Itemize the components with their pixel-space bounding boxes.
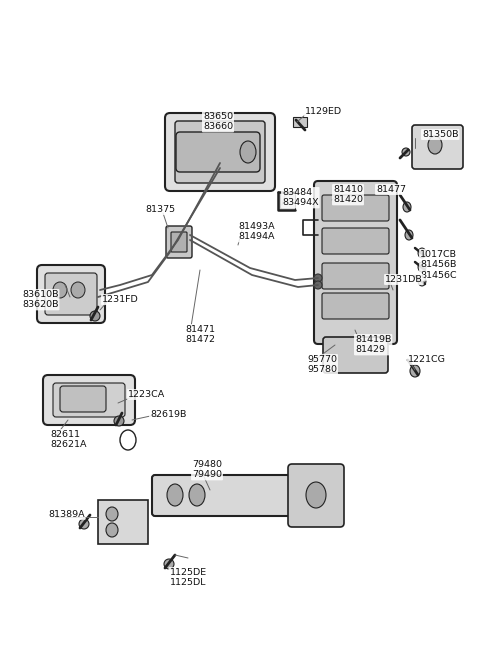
Text: 79480
79490: 79480 79490 [192,460,222,479]
Text: 82619B: 82619B [150,410,186,419]
Ellipse shape [106,523,118,537]
Ellipse shape [94,293,102,301]
Ellipse shape [71,282,85,298]
Ellipse shape [418,276,426,286]
FancyBboxPatch shape [166,226,192,258]
FancyBboxPatch shape [314,181,397,344]
FancyBboxPatch shape [37,265,105,323]
Ellipse shape [96,286,104,294]
FancyBboxPatch shape [322,263,389,289]
FancyBboxPatch shape [412,125,463,169]
FancyBboxPatch shape [43,375,135,425]
Ellipse shape [114,416,124,426]
Text: 1231FD: 1231FD [102,295,139,304]
Ellipse shape [314,274,322,282]
Ellipse shape [402,148,410,156]
Text: 81493A
81494A: 81493A 81494A [238,222,275,242]
Bar [98,500,148,544]
FancyBboxPatch shape [45,273,97,315]
Ellipse shape [240,141,256,163]
FancyBboxPatch shape [322,195,389,221]
Text: 1221CG: 1221CG [408,355,446,364]
Text: 1223CA: 1223CA [128,390,165,399]
Ellipse shape [189,484,205,506]
Text: 81389A: 81389A [48,510,84,519]
Ellipse shape [167,484,183,506]
Ellipse shape [403,202,411,212]
Text: 1129ED: 1129ED [305,107,342,116]
Text: 83650
83660: 83650 83660 [203,112,233,132]
FancyBboxPatch shape [288,464,344,527]
Ellipse shape [314,281,322,289]
Text: 95770
95780: 95770 95780 [307,355,337,375]
FancyBboxPatch shape [322,293,389,319]
Text: 81471
81472: 81471 81472 [185,325,215,345]
Ellipse shape [428,136,442,154]
Ellipse shape [164,559,174,569]
Bar [278,192,295,210]
Ellipse shape [418,262,426,272]
Text: 81410
81420: 81410 81420 [333,185,363,204]
Ellipse shape [410,365,420,377]
Text: 1231DB: 1231DB [385,275,423,284]
Text: 1125DE
1125DL: 1125DE 1125DL [169,568,206,588]
FancyBboxPatch shape [171,232,187,252]
Text: 1017CB
81456B
81456C: 1017CB 81456B 81456C [420,250,457,280]
Ellipse shape [405,230,413,240]
Bar [293,117,307,127]
FancyBboxPatch shape [175,121,265,183]
Text: 83484
83494X: 83484 83494X [282,188,319,208]
Ellipse shape [418,248,426,258]
FancyBboxPatch shape [152,475,303,516]
FancyBboxPatch shape [165,113,275,191]
Text: 81375: 81375 [145,205,175,214]
FancyBboxPatch shape [60,386,106,412]
Ellipse shape [306,482,326,508]
Text: 81419B
81429: 81419B 81429 [355,335,391,354]
FancyBboxPatch shape [322,228,389,254]
Text: 83610B
83620B: 83610B 83620B [22,290,59,309]
FancyBboxPatch shape [323,337,388,373]
Ellipse shape [106,507,118,521]
Ellipse shape [90,311,100,321]
Ellipse shape [53,282,67,298]
Text: 82611
82621A: 82611 82621A [50,430,86,449]
FancyBboxPatch shape [53,383,125,417]
FancyBboxPatch shape [176,132,260,172]
Text: 81477: 81477 [376,185,406,194]
Text: 81350B: 81350B [422,130,458,139]
Ellipse shape [79,519,89,529]
